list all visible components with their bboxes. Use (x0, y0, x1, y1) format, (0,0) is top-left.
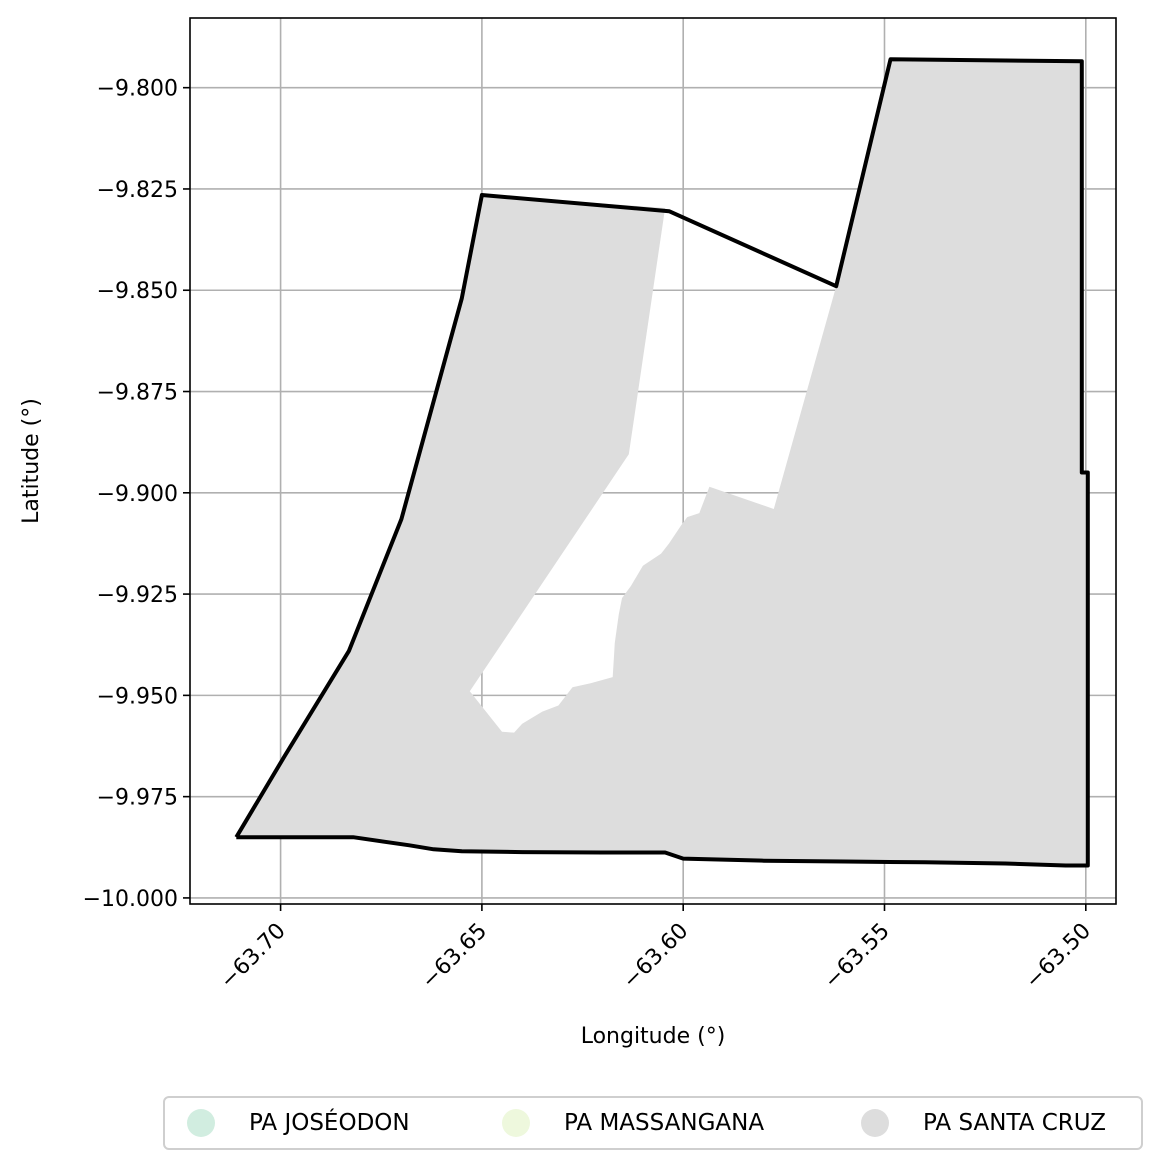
y-tick-label: −9.900 (97, 482, 178, 507)
legend-marker-icon (502, 1109, 530, 1137)
x-tick-label: −63.50 (1021, 919, 1096, 994)
legend: PA JOSÉODON PA MASSANGANA PA SANTA CRUZ (163, 1096, 1143, 1150)
y-tick-label: −9.800 (97, 77, 178, 102)
legend-label: PA SANTA CRUZ (923, 1110, 1106, 1136)
y-tick-label: −9.925 (97, 583, 178, 608)
legend-marker-icon (861, 1109, 889, 1137)
x-tick-label: −63.70 (216, 919, 291, 994)
x-tick-label: −63.55 (819, 919, 894, 994)
y-tick-label: −9.975 (97, 786, 178, 811)
map-figure: −63.70 −63.65 −63.60 −63.55 −63.50 −9.800 −9.8… (19, 17, 1117, 1049)
x-tick-label: −63.65 (417, 919, 492, 994)
map-data (234, 57, 1090, 868)
y-tick-label: −10.000 (83, 887, 178, 912)
legend-label: PA MASSANGANA (564, 1110, 765, 1136)
legend-item-massangana: PA MASSANGANA (502, 1098, 764, 1148)
y-axis-title: Latitude (°) (19, 398, 44, 524)
legend-item-santa-cruz: PA SANTA CRUZ (861, 1098, 1106, 1148)
y-tick-label: −9.875 (97, 381, 178, 406)
y-tick-label: −9.825 (97, 178, 178, 203)
y-tick-label: −9.950 (97, 684, 178, 709)
boundary-outline (234, 57, 1090, 868)
plot-frame (189, 17, 1117, 905)
legend-label: PA JOSÉODON (249, 1110, 410, 1136)
x-axis-title: Longitude (°) (581, 1024, 726, 1049)
x-tick-label: −63.60 (618, 919, 693, 994)
legend-item-jose-odon: PA JOSÉODON (187, 1098, 410, 1148)
settlement-area-santa-cruz (236, 59, 1088, 866)
legend-marker-icon (187, 1109, 215, 1137)
y-tick-label: −9.850 (97, 279, 178, 304)
